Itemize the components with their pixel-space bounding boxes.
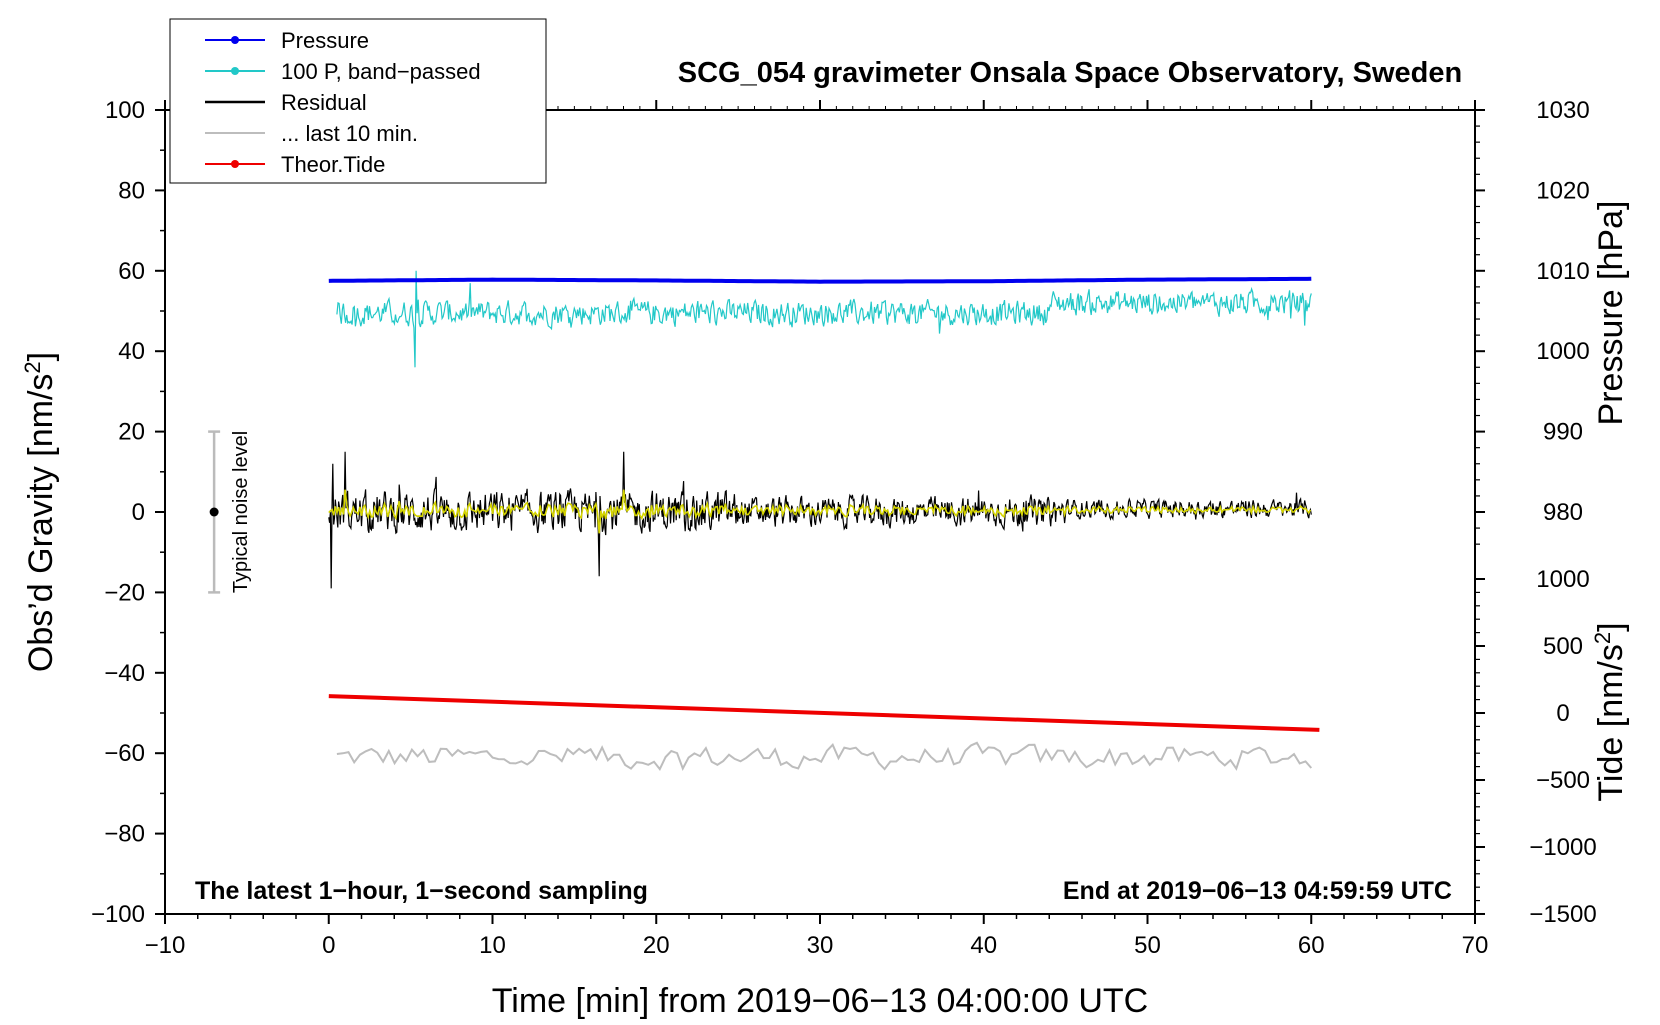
y-tick-label: −60 [104,740,145,767]
pressure-axis-title: Pressure [hPa] [1592,201,1630,426]
y-axis-title: Obs’d Gravity [nm/s2] [20,352,60,672]
tide-tick-label: 500 [1543,633,1583,660]
noise-bar: Typical noise level [208,430,252,594]
y-axis-title-close: ] [22,352,60,361]
series-last-10-min [336,741,1313,771]
y-axis-left: −100 −80 −60 −40 −20 0 20 40 60 80 100 [91,97,165,928]
x-tick-label: 10 [479,932,506,959]
y-tick-label: 40 [118,338,145,365]
noise-bar-center-dot [209,507,219,517]
tide-tick-label: −500 [1536,767,1590,794]
y-tick-label: 80 [118,177,145,204]
y-tick-label: 60 [118,258,145,285]
legend-marker-4 [231,160,239,168]
y-tick-label: 100 [105,97,145,124]
tide-tick-label: −1500 [1529,901,1596,928]
legend-marker-0 [231,36,239,44]
chart-title: SCG_054 gravimeter Onsala Space Observat… [678,57,1462,89]
legend-label: Residual [281,90,367,115]
tide-axis-title-close: ] [1592,622,1630,631]
x-tick-label: 20 [643,932,670,959]
x-tick-label: 50 [1134,932,1161,959]
x-tick-label: 60 [1298,932,1325,959]
pressure-tick-label: 1030 [1536,97,1589,124]
legend-label: 100 P, band−passed [281,59,481,84]
x-tick-label: 40 [970,932,997,959]
legend-label: ... last 10 min. [281,121,418,146]
series-theor-tide [328,694,1320,732]
note-end-time: End at 2019−06−13 04:59:59 UTC [1063,877,1452,905]
x-tick-label: 30 [807,932,834,959]
tide-axis-title-sup: 2 [1590,632,1615,644]
tide-tick-label: −1000 [1529,834,1596,861]
y-axis-tide: −1500 −1000 −500 0 500 1000 [1475,566,1597,928]
legend-label: Pressure [281,28,369,53]
y-tick-label: −40 [104,660,145,687]
pressure-tick-label: 1000 [1536,338,1589,365]
pressure-tick-label: 1010 [1536,258,1589,285]
x-tick-label: 70 [1462,932,1489,959]
y-axis-title-sup: 2 [20,361,45,373]
tide-tick-label: 1000 [1536,566,1589,593]
x-tick-label: 0 [322,932,335,959]
x-axis: −10 0 10 20 30 40 50 60 70 [145,100,1489,959]
y-tick-label: −100 [91,901,145,928]
y-tick-label: 20 [118,419,145,446]
y-tick-label: −20 [104,579,145,606]
series-band-passed-residual [328,489,1312,534]
pressure-tick-label: 990 [1543,419,1583,446]
note-latest-hour: The latest 1−hour, 1−second sampling [195,877,648,905]
tide-axis-title: Tide [nm/s2] [1590,622,1630,801]
noise-bar-label: Typical noise level [230,431,252,593]
y-tick-label: −80 [104,821,145,848]
series-residual [328,451,1312,589]
pressure-tick-label: 1020 [1536,177,1589,204]
y-axis-pressure: 980 990 1000 1010 1020 1030 [1475,97,1590,545]
series-band-passed-pressure [336,270,1312,368]
x-tick-label: −10 [145,932,186,959]
legend-label: Theor.Tide [281,152,385,177]
legend-marker-1 [231,67,239,75]
series-pressure [328,276,1312,284]
x-axis-title: Time [min] from 2019−06−13 04:00:00 UTC [492,982,1148,1020]
legend: Pressure 100 P, band−passed Residual ... la… [169,18,547,184]
series-layer [328,270,1320,771]
y-axis-title-main: Obs’d Gravity [nm/s [22,374,60,673]
y-tick-label: 0 [132,499,145,526]
pressure-tick-label: 980 [1543,499,1583,526]
tide-axis-title-main: Tide [nm/s [1592,644,1630,801]
tide-tick-label: 0 [1556,700,1569,727]
